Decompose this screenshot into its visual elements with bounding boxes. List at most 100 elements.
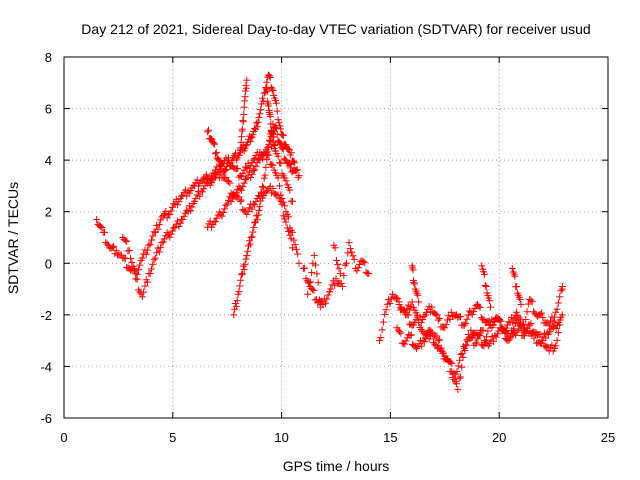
- data-point: [478, 262, 486, 270]
- data-point: [170, 224, 178, 232]
- data-point: [549, 317, 557, 325]
- data-point: [526, 321, 534, 329]
- data-point: [213, 214, 221, 222]
- data-point: [217, 161, 225, 169]
- data-point: [494, 314, 502, 322]
- data-point: [233, 297, 241, 305]
- data-point: [341, 261, 349, 269]
- data-point: [251, 155, 259, 163]
- y-tick-label: -4: [40, 359, 52, 374]
- data-point: [243, 174, 251, 182]
- data-point: [476, 332, 484, 340]
- data-point: [445, 358, 453, 366]
- data-point: [480, 342, 488, 350]
- x-axis-label: GPS time / hours: [283, 458, 390, 474]
- data-point: [475, 331, 483, 339]
- data-point: [183, 206, 191, 214]
- data-point: [513, 308, 521, 316]
- data-point: [278, 130, 286, 138]
- data-point: [266, 73, 274, 81]
- x-tick-label: 20: [492, 430, 506, 445]
- data-point: [294, 250, 302, 258]
- data-point: [506, 334, 514, 342]
- data-point: [248, 205, 256, 213]
- data-point: [247, 173, 255, 181]
- data-point: [396, 328, 404, 336]
- data-point: [402, 337, 410, 345]
- data-point: [413, 313, 421, 321]
- data-point: [463, 315, 471, 323]
- data-point: [254, 211, 262, 219]
- data-point: [508, 264, 516, 272]
- data-point: [252, 119, 260, 127]
- data-point: [271, 141, 279, 149]
- data-point: [462, 319, 470, 327]
- data-point: [248, 134, 256, 142]
- data-point: [483, 333, 491, 341]
- data-point: [403, 311, 411, 319]
- data-point: [386, 300, 394, 308]
- data-point: [155, 221, 163, 229]
- data-point: [490, 317, 498, 325]
- data-point: [282, 177, 290, 185]
- x-tick-label: 10: [274, 430, 288, 445]
- data-point: [252, 162, 260, 170]
- data-point: [288, 197, 296, 205]
- data-point: [394, 295, 402, 303]
- data-point: [147, 236, 155, 244]
- data-point: [222, 174, 230, 182]
- data-point: [220, 167, 228, 175]
- data-point: [510, 325, 518, 333]
- data-point: [345, 239, 353, 247]
- data-point: [285, 213, 293, 221]
- chart-title: Day 212 of 2021, Sidereal Day-to-day VTE…: [81, 21, 590, 37]
- data-point: [287, 235, 295, 243]
- data-point: [258, 100, 266, 108]
- data-point: [257, 106, 265, 114]
- data-point: [245, 242, 253, 250]
- data-point: [419, 315, 427, 323]
- data-point: [146, 270, 154, 278]
- data-point: [221, 205, 229, 213]
- data-point: [223, 163, 231, 171]
- data-point: [231, 305, 239, 313]
- data-point: [315, 296, 323, 304]
- data-points: [93, 71, 566, 394]
- data-point: [211, 140, 219, 148]
- data-point: [238, 271, 246, 279]
- data-point: [249, 166, 257, 174]
- data-point: [253, 216, 261, 224]
- data-point: [348, 248, 356, 256]
- data-point: [454, 362, 462, 370]
- data-point: [142, 250, 150, 258]
- x-tick-label: 5: [169, 430, 176, 445]
- data-point: [234, 165, 242, 173]
- data-point: [260, 89, 268, 97]
- data-point: [249, 228, 257, 236]
- data-point: [238, 186, 246, 194]
- data-point: [133, 275, 141, 283]
- data-point: [378, 326, 386, 334]
- data-point: [467, 326, 475, 334]
- data-point: [155, 248, 163, 256]
- data-point: [365, 270, 373, 278]
- data-point: [251, 201, 259, 209]
- data-point: [266, 113, 274, 121]
- data-point: [282, 141, 290, 149]
- data-point: [436, 314, 444, 322]
- data-point: [239, 262, 247, 270]
- data-point: [144, 278, 152, 286]
- data-point: [258, 190, 266, 198]
- data-point: [554, 299, 562, 307]
- data-point: [420, 312, 428, 320]
- data-point: [407, 331, 415, 339]
- data-point: [276, 122, 284, 130]
- data-point: [239, 169, 247, 177]
- data-point: [310, 286, 318, 294]
- data-point: [269, 87, 277, 95]
- data-point: [238, 172, 246, 180]
- data-point: [460, 344, 468, 352]
- data-point: [557, 287, 565, 295]
- data-point: [246, 240, 254, 248]
- data-point: [322, 299, 330, 307]
